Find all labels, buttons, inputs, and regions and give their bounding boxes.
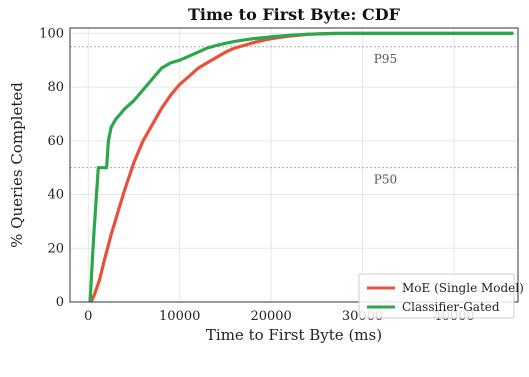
x-tick-label: 20000	[250, 309, 291, 324]
y-tick-label: 80	[47, 80, 64, 95]
reference-label-p95: P95	[374, 52, 397, 66]
y-tick-label: 60	[47, 134, 64, 149]
plot-frame	[69, 27, 519, 303]
series-line-classifier-gated	[88, 31, 514, 303]
legend-label-classifier-gated: Classifier-Gated	[402, 300, 500, 314]
grid	[70, 28, 518, 303]
x-tick-label: 0	[84, 309, 92, 324]
legend-label-moe: MoE (Single Model)	[402, 281, 524, 295]
x-axis-label: Time to First Byte (ms)	[206, 326, 382, 344]
tick-labels: 010000200003000040000020406080100	[39, 26, 475, 324]
y-tick-label: 40	[47, 188, 64, 203]
reference-lines: P95 P50	[70, 46, 518, 187]
chart-title: Time to First Byte: CDF	[188, 5, 401, 24]
legend: MoE (Single Model) Classifier-Gated	[358, 273, 524, 319]
y-tick-label: 100	[39, 26, 64, 41]
legend-box	[358, 273, 515, 319]
reference-label-p50: P50	[374, 173, 397, 187]
y-tick-label: 0	[56, 295, 64, 310]
x-tick-label: 10000	[159, 309, 200, 324]
y-tick-label: 20	[47, 241, 64, 256]
y-axis-label: % Queries Completed	[8, 82, 26, 248]
series-lines	[88, 31, 514, 303]
